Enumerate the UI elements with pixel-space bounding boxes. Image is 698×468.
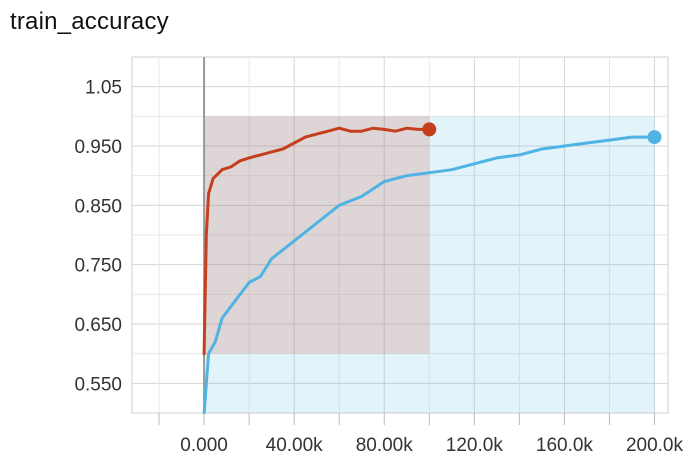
series-line [202,126,431,356]
x-tick-label: 120.0k [446,435,504,456]
raw-value-band [204,116,655,413]
x-tick-label: 40.00k [266,435,324,456]
series-lines [202,126,656,415]
series-line [202,135,656,415]
y-tick-label: 0.750 [74,256,122,277]
grid-lines [132,57,668,413]
x-tick-label: 0.000 [180,435,228,456]
raw-value-bands [204,116,655,413]
x-tick-label: 80.00k [356,435,414,456]
series-end-markers [422,122,662,145]
chart-title: train_accuracy [10,8,169,35]
series-end-marker [647,130,662,145]
y-tick-label: 1.05 [85,78,122,99]
axis-ticks: 0.550 0.650 0.750 0.850 0.950 1.05 0.000 40.00k… [74,78,683,456]
y-tick-label: 0.550 [74,374,122,395]
y-tick-label: 0.850 [74,196,122,217]
series-end-marker [422,122,437,137]
raw-value-band [204,116,430,354]
y-tick-label: 0.950 [74,137,122,158]
x-tick-label: 200.0k [626,435,684,456]
y-tick-label: 0.650 [74,315,122,336]
x-tick-label: 160.0k [536,435,594,456]
